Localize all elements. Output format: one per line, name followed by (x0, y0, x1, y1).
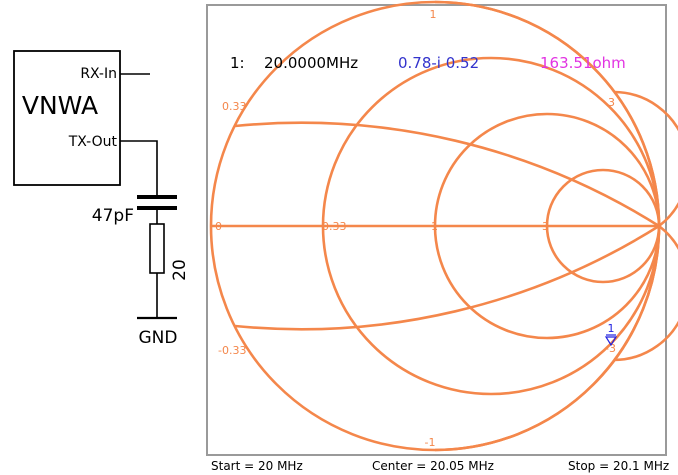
reactance-arc-plus-0.33 (234, 121, 660, 228)
rx-in-label: RX-In (80, 66, 117, 82)
marker-1: 1 (604, 322, 618, 347)
label-bottom-minus-1: -1 (425, 436, 436, 449)
reactance-arc-plus-1 (434, 0, 661, 227)
label-lower-right-minus-3: -3 (605, 342, 616, 355)
sweep-center-label: Center = 20.05 MHz (372, 459, 494, 473)
marker-readout: 1: 20.0000MHz 0.78-i 0.52 163.51ohm (230, 54, 626, 72)
label-real-axis-3: 3 (542, 220, 549, 233)
label-real-axis-0.33: 0.33 (322, 220, 347, 233)
marker-frequency: 20.0000MHz (264, 54, 358, 72)
marker-impedance: 163.51ohm (540, 54, 626, 72)
label-real-axis-1: 1 (431, 220, 438, 233)
smith-grid (209, 0, 678, 452)
label-upper-left-0.33: 0.33 (222, 100, 247, 113)
smith-grid-labels: 1 0.33 3 0 0.33 1 3 -0.33 -3 -1 (215, 8, 616, 449)
reactance-arc-minus-1 (434, 225, 661, 452)
tx-out-label: TX-Out (68, 134, 118, 150)
chart-frame (206, 4, 667, 456)
sweep-stop-label: Stop = 20.1 MHz (568, 459, 669, 473)
vnwa-device-box (13, 50, 121, 186)
vnwa-device-label: VNWA (22, 91, 98, 120)
reactance-arc-plus-3 (613, 90, 678, 228)
smith-chart-panel: 1 0.33 3 0 0.33 1 3 -0.33 -3 -1 1: 20.00… (206, 0, 678, 473)
resistor-body (149, 223, 165, 274)
ground-label: GND (139, 328, 178, 348)
label-top-1: 1 (430, 8, 437, 21)
sweep-start-label: Start = 20 MHz (211, 459, 303, 473)
marker-index: 1: (230, 54, 245, 72)
reactance-arc-minus-0.33 (234, 224, 660, 331)
label-upper-right-3: 3 (608, 96, 615, 109)
label-real-axis-0: 0 (215, 220, 222, 233)
marker-1-number: 1 (608, 322, 615, 335)
label-lower-left-minus-0.33: -0.33 (218, 344, 246, 357)
reactance-arc-minus-3 (613, 224, 678, 362)
resistor-value-label: 20 (170, 259, 190, 281)
sweep-footer: Start = 20 MHz Center = 20.05 MHz Stop =… (211, 459, 669, 473)
marker-reflection-coefficient: 0.78-i 0.52 (398, 54, 479, 72)
circuit-schematic: RX-In VNWA TX-Out 47pF 20 GND (13, 50, 190, 348)
tx-out-wire (120, 140, 158, 197)
marker-1-triangle (604, 336, 618, 347)
capacitor-value-label: 47pF (92, 206, 134, 226)
